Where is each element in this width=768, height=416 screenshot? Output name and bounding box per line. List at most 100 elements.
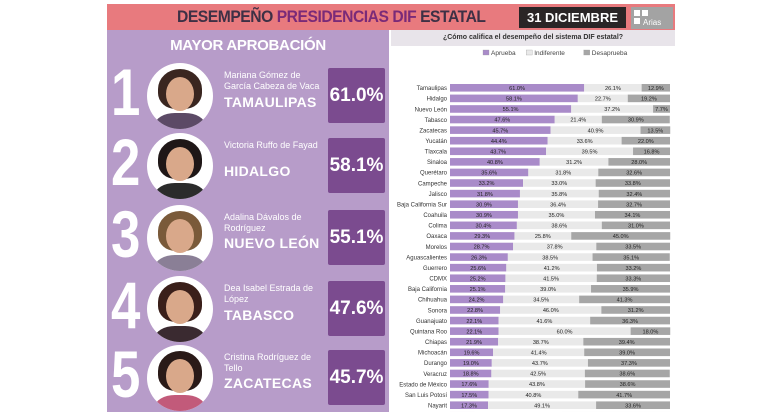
date-badge: 31 DICIEMBRE 2020 [519, 7, 626, 46]
data-label: 28.7% [474, 245, 490, 251]
bar-segment-aprueba [450, 94, 578, 103]
category-label: Sinaloa [427, 160, 448, 166]
category-label: Morelos [426, 245, 447, 251]
bar-segment-desaprueba [653, 105, 670, 113]
data-label: 25.8% [535, 234, 551, 240]
stacked-bar-chart: Aprueba Indiferente Desaprueba Tamaulipas 61… [397, 49, 671, 412]
data-label: 22.1% [466, 319, 482, 325]
data-label: 41.2% [544, 266, 560, 272]
state-name: TABASCO [224, 307, 295, 323]
ranking-item: 4 Dea Isabel Estrada de López TABASCO 47… [107, 269, 389, 345]
data-label: 44.4% [491, 139, 507, 145]
bar-segment-aprueba [450, 232, 515, 240]
bar-segment-aprueba [450, 369, 492, 378]
bar-segment-indiferente [513, 242, 597, 251]
data-label: 33.6% [577, 139, 593, 145]
bar-segment-desaprueba [630, 327, 671, 335]
bar-segment-indiferente [547, 136, 622, 145]
legend-swatch-aprueba [482, 49, 490, 56]
data-label: 41.7% [616, 393, 632, 399]
page-title: DESEMPEÑO PRESIDENCIAS DIF ESTATAL [177, 7, 486, 27]
data-label: 34.1% [625, 213, 641, 219]
bar-segment-desaprueba [601, 221, 670, 230]
category-label: Chihuahua [418, 298, 448, 304]
person-name: Victoria Ruffo de Fayad [224, 140, 318, 150]
bar-segment-indiferente [546, 147, 634, 156]
bar-segment-aprueba [450, 348, 494, 357]
data-label: 35.8% [551, 192, 567, 198]
category-label: Tamaulipas [417, 86, 447, 92]
person-name: Mariana Gómez de García Cabeza de Vaca [224, 70, 320, 91]
bar-segment-desaprueba [633, 147, 670, 156]
ranking-item: 3 Adalina Dávalos de Rodríguez NUEVO LEÓ… [107, 198, 389, 274]
bar-segment-aprueba [450, 136, 548, 145]
bar-segment-aprueba [450, 337, 499, 346]
bar-segment-desaprueba [578, 390, 670, 399]
category-label: Coahuila [423, 213, 447, 219]
bar-segment-aprueba [450, 126, 551, 134]
logo-square-icon [634, 10, 640, 16]
category-label: Estado de México [399, 382, 447, 388]
bar-segment-indiferente [493, 348, 585, 357]
rank-number: 1 [111, 55, 141, 129]
data-label: 22.8% [467, 308, 483, 314]
header-bar: DESEMPEÑO PRESIDENCIAS DIF ESTATAL 31 DI… [107, 4, 675, 46]
bar-segment-aprueba [450, 242, 514, 251]
data-label: 33.5% [625, 245, 641, 251]
state-name: HIDALGO [224, 163, 291, 179]
approval-percentage: 45.7% [328, 350, 385, 405]
data-label: 31.8% [555, 171, 571, 177]
data-label: 39.4% [619, 340, 635, 346]
bar-segment-desaprueba [596, 401, 670, 409]
category-label: Nuevo León [415, 107, 447, 113]
data-label: 21.4% [570, 118, 586, 124]
bar-segment-aprueba [450, 390, 489, 399]
approval-percentage: 47.6% [328, 281, 385, 336]
title-part-1: DESEMPEÑO [177, 7, 277, 26]
legend-label-desaprueba: Desaprueba [592, 50, 628, 57]
bar-segment-indiferente [488, 380, 586, 388]
state-name: ZACATECAS [224, 375, 312, 391]
data-label: 32.6% [626, 171, 642, 177]
chart-title: ¿Cómo califica el desempeño del sistema … [391, 30, 675, 46]
title-part-2: PRESIDENCIAS DIF [276, 7, 417, 26]
bar-segment-indiferente [584, 84, 642, 92]
ranking-item: 5 Cristina Rodríguez de Tello ZACATECAS … [107, 338, 389, 414]
bar-segment-desaprueba [598, 200, 670, 208]
bar-segment-desaprueba [591, 285, 670, 293]
data-label: 35.0% [549, 213, 565, 219]
bar-segment-indiferente [507, 253, 593, 261]
data-label: 55.1% [503, 107, 519, 113]
rank-number: 2 [111, 125, 141, 199]
data-label: 32.4% [626, 192, 642, 198]
bar-segment-aprueba [450, 359, 492, 367]
data-label: 40.8% [525, 393, 541, 399]
bar-segment-desaprueba [584, 348, 670, 357]
data-label: 39.0% [619, 351, 635, 357]
data-label: 21.9% [466, 340, 482, 346]
category-label: Guanajuato [416, 319, 448, 325]
ranking-panel: MAYOR APROBACIÓN 1 Mariana Gómez de Garc… [107, 30, 389, 412]
bar-segment-aprueba [450, 306, 501, 314]
category-label: CDMX [429, 277, 447, 283]
bar-segment-desaprueba [608, 158, 670, 166]
bar-segment-indiferente [498, 327, 631, 335]
bar-segment-desaprueba [583, 337, 670, 346]
bar-segment-aprueba [450, 84, 585, 92]
bar-segment-desaprueba [596, 274, 670, 283]
bar-segment-indiferente [517, 210, 595, 219]
category-label: San Luis Potosí [405, 393, 447, 399]
category-label: Durango [424, 361, 448, 367]
category-label: Campeche [418, 181, 448, 187]
bar-segment-aprueba [450, 285, 506, 293]
bar-segment-aprueba [450, 105, 572, 113]
data-label: 36.4% [550, 202, 566, 208]
infographic-frame: DESEMPEÑO PRESIDENCIAS DIF ESTATAL 31 DI… [107, 4, 675, 412]
bar-segment-indiferente [528, 168, 599, 177]
legend-swatch-desaprueba [583, 49, 590, 56]
category-label: Zacatecas [419, 128, 447, 134]
approval-percentage: 58.1% [328, 138, 385, 193]
bar-segment-indiferente [516, 221, 602, 230]
category-label: Hidalgo [427, 97, 448, 103]
data-label: 36.3% [622, 319, 638, 325]
